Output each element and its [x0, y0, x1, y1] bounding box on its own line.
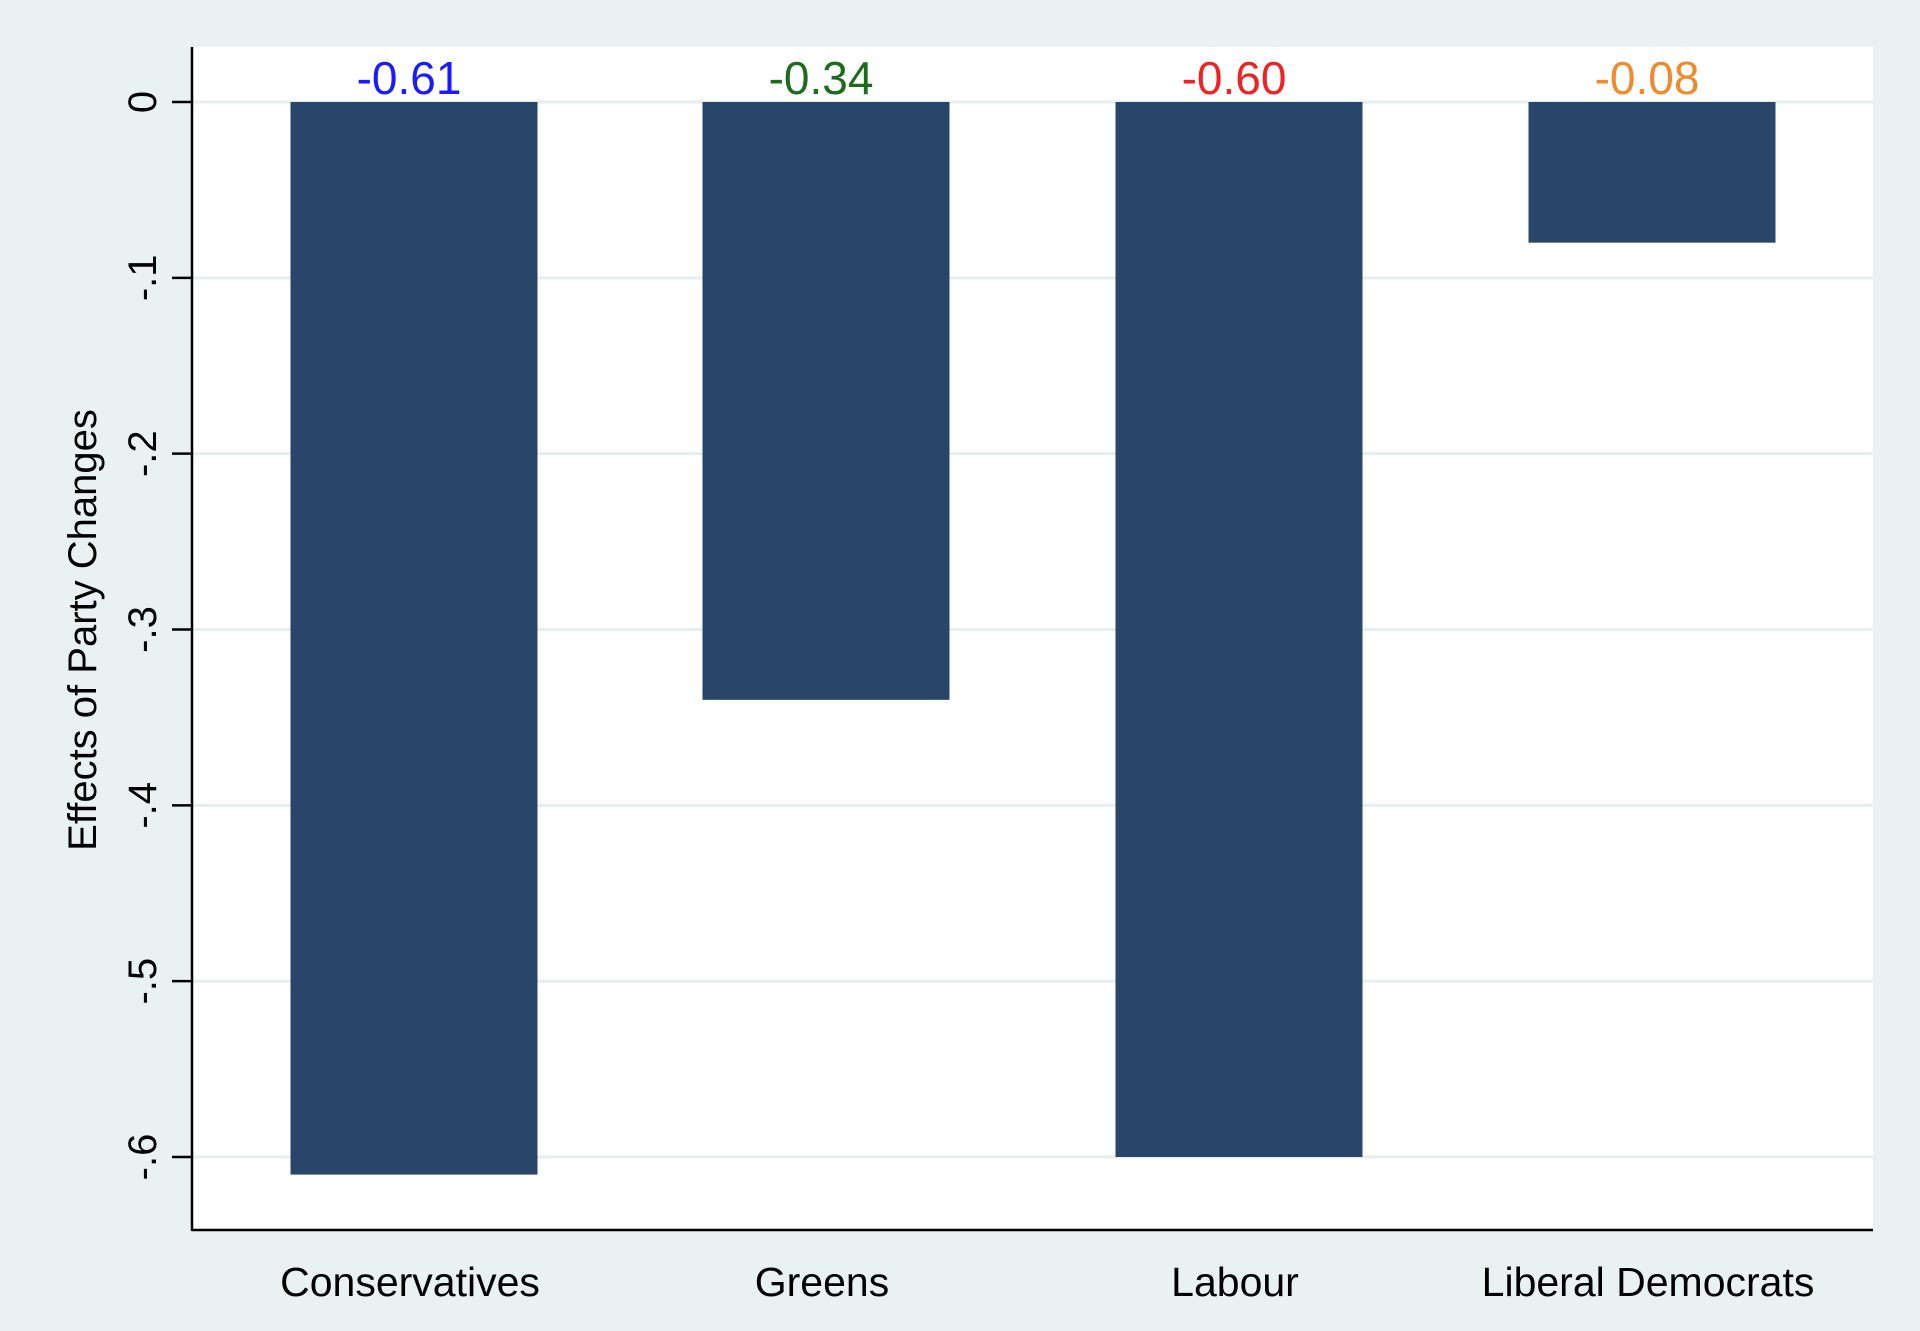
- bar-greens: [702, 102, 950, 700]
- y-tick-label: -.2: [121, 430, 165, 477]
- bar-liberal-democrats: [1528, 102, 1776, 243]
- y-tick-label: -.5: [121, 958, 165, 1005]
- x-tick-label: Liberal Democrats: [1482, 1259, 1815, 1305]
- y-tick-label: -.3: [121, 606, 165, 653]
- x-axis: Conservatives Greens Labour Liberal Democra…: [192, 1228, 1873, 1305]
- data-labels: -0.61 -0.34 -0.60 -0.08: [357, 52, 1700, 104]
- y-tick-label: -.1: [121, 254, 165, 301]
- data-label: -0.61: [357, 52, 462, 104]
- y-axis-title: Effects of Party Changes: [61, 409, 105, 851]
- x-tick-label: Conservatives: [280, 1259, 540, 1305]
- data-label: -0.34: [769, 52, 874, 104]
- x-tick-label: Labour: [1171, 1259, 1299, 1305]
- bar-conservatives: [290, 102, 538, 1175]
- bars: [290, 102, 1776, 1175]
- y-tick-label: 0: [121, 91, 165, 113]
- data-label: -0.08: [1595, 52, 1700, 104]
- y-tick-label: -.4: [121, 782, 165, 829]
- bar-labour: [1115, 102, 1363, 1157]
- data-label: -0.60: [1182, 52, 1287, 104]
- x-tick-label: Greens: [755, 1259, 889, 1305]
- y-tick-label: -.6: [121, 1134, 165, 1181]
- y-axis: 0 -.1 -.2 -.3 -.4 -.5 -.6: [121, 47, 194, 1231]
